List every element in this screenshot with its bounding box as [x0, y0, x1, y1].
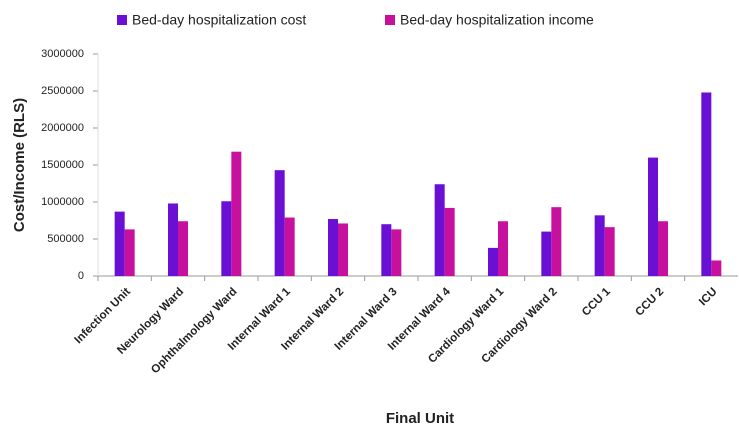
- bar: [221, 201, 232, 276]
- bar: [328, 219, 338, 276]
- legend-label: Bed-day hospitalization cost: [132, 12, 306, 28]
- bar: [434, 184, 445, 276]
- y-tick-label: 1500000: [41, 159, 84, 171]
- bar: [658, 221, 668, 276]
- bar: [711, 260, 722, 276]
- legend-swatch: [385, 15, 395, 25]
- x-tick-label: ICU: [697, 286, 719, 308]
- x-tick-label: Ophthalmology Ward: [149, 286, 239, 376]
- x-tick-label: CCU 2: [633, 286, 666, 319]
- bar: [114, 211, 125, 276]
- bar: [381, 224, 392, 276]
- bar: [648, 157, 658, 276]
- bar: [488, 247, 498, 276]
- y-tick-label: 3000000: [41, 48, 84, 60]
- bar: [498, 221, 508, 276]
- x-axis-title: Final Unit: [386, 410, 454, 427]
- y-axis-title: Cost/Income (RLS): [11, 98, 28, 232]
- bar: [231, 151, 242, 276]
- bar: [168, 203, 178, 276]
- legend-label: Bed-day hospitalization income: [400, 12, 594, 28]
- bar: [178, 221, 188, 276]
- x-tick-label: Infection Unit: [72, 286, 133, 347]
- y-tick-label: 1000000: [41, 196, 84, 208]
- y-tick-label: 2000000: [41, 122, 84, 134]
- x-tick-label: CCU 1: [580, 285, 613, 318]
- bar: [391, 229, 402, 276]
- bar: [701, 92, 712, 276]
- bar: [444, 207, 455, 276]
- bar: [338, 223, 348, 276]
- y-tick-label: 500000: [47, 233, 84, 245]
- y-tick-label: 0: [78, 270, 84, 282]
- legend-swatch: [117, 15, 127, 25]
- bar: [594, 215, 605, 276]
- bar: [274, 170, 285, 276]
- bar: [551, 207, 562, 276]
- bar: [541, 231, 552, 276]
- bar: [604, 227, 615, 276]
- y-tick-label: 2500000: [41, 85, 84, 97]
- bar: [124, 229, 135, 276]
- bar: [284, 217, 295, 276]
